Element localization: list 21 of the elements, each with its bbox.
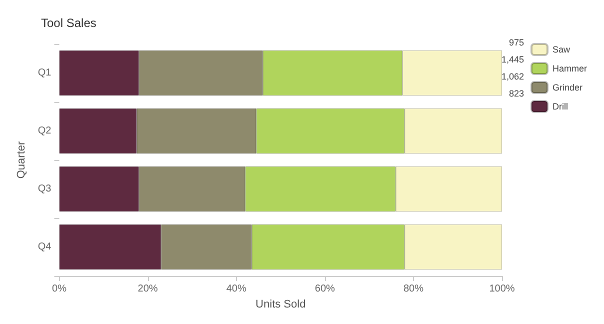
y-axis-title: Quarter bbox=[16, 141, 28, 179]
y-tick-label: Q4 bbox=[38, 242, 52, 252]
y-tick-label: Q2 bbox=[38, 126, 52, 136]
x-axis-title: Units Sold bbox=[256, 298, 306, 310]
x-tick-label: 60% bbox=[314, 284, 336, 294]
x-tick-label: 0% bbox=[52, 284, 67, 294]
legend-label: Grinder bbox=[552, 82, 583, 92]
annotation: 1,062 bbox=[501, 72, 524, 82]
legend-label: Drill bbox=[552, 102, 568, 112]
x-tick-label: 100% bbox=[489, 284, 515, 294]
legend-label: Hammer bbox=[552, 64, 588, 74]
y-tick-label: Q1 bbox=[38, 68, 52, 78]
x-tick-label: 20% bbox=[138, 284, 158, 294]
y-tick-label: Q3 bbox=[38, 184, 52, 194]
x-tick-label: 80% bbox=[403, 284, 424, 294]
x-tick-label: 40% bbox=[226, 284, 246, 294]
text: 823 bbox=[508, 88, 524, 98]
annotation: 1,445 bbox=[501, 54, 524, 64]
chart-title: Tool Sales bbox=[41, 16, 96, 30]
text: 975 bbox=[508, 38, 524, 48]
legend-label: Saw bbox=[552, 44, 571, 54]
